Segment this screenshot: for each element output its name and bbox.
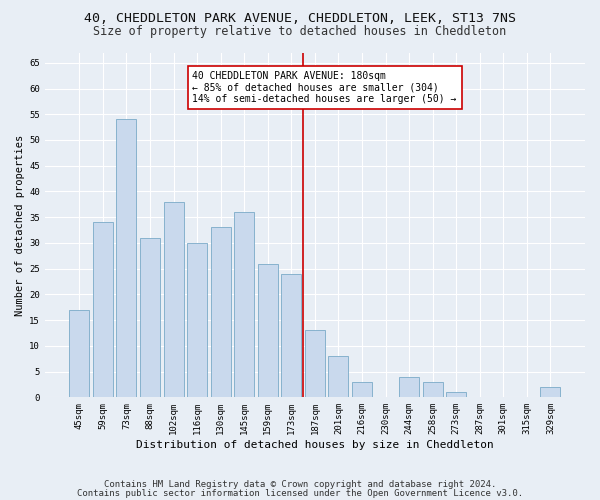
X-axis label: Distribution of detached houses by size in Cheddleton: Distribution of detached houses by size … xyxy=(136,440,494,450)
Bar xyxy=(281,274,301,398)
Text: Contains HM Land Registry data © Crown copyright and database right 2024.: Contains HM Land Registry data © Crown c… xyxy=(104,480,496,489)
Bar xyxy=(140,238,160,398)
Bar xyxy=(187,243,207,398)
Bar xyxy=(446,392,466,398)
Bar xyxy=(399,376,419,398)
Bar xyxy=(352,382,372,398)
Bar xyxy=(258,264,278,398)
Bar xyxy=(211,228,230,398)
Bar xyxy=(234,212,254,398)
Text: Contains public sector information licensed under the Open Government Licence v3: Contains public sector information licen… xyxy=(77,488,523,498)
Text: Size of property relative to detached houses in Cheddleton: Size of property relative to detached ho… xyxy=(94,25,506,38)
Bar xyxy=(164,202,184,398)
Bar xyxy=(422,382,443,398)
Bar xyxy=(541,387,560,398)
Bar xyxy=(93,222,113,398)
Y-axis label: Number of detached properties: Number of detached properties xyxy=(15,134,25,316)
Bar xyxy=(328,356,349,398)
Bar xyxy=(70,310,89,398)
Bar xyxy=(305,330,325,398)
Text: 40, CHEDDLETON PARK AVENUE, CHEDDLETON, LEEK, ST13 7NS: 40, CHEDDLETON PARK AVENUE, CHEDDLETON, … xyxy=(84,12,516,26)
Bar xyxy=(116,120,136,398)
Text: 40 CHEDDLETON PARK AVENUE: 180sqm
← 85% of detached houses are smaller (304)
14%: 40 CHEDDLETON PARK AVENUE: 180sqm ← 85% … xyxy=(193,70,457,104)
